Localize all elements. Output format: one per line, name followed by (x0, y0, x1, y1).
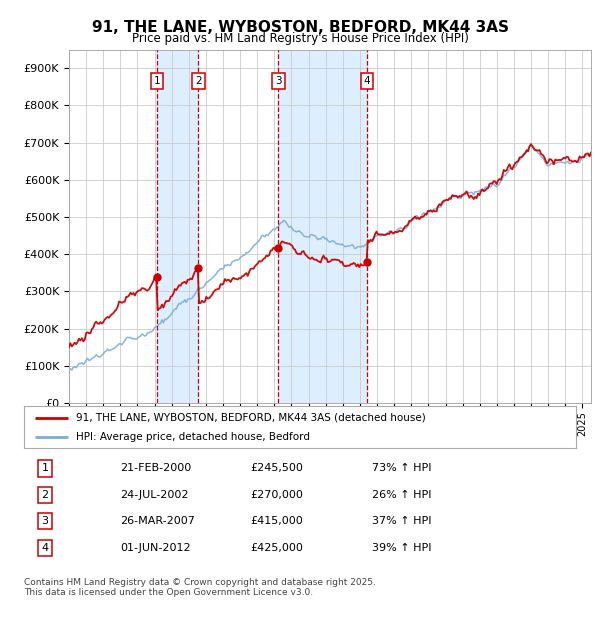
Text: 1: 1 (41, 463, 49, 474)
Text: £245,500: £245,500 (250, 463, 303, 474)
Text: 37% ↑ HPI: 37% ↑ HPI (372, 516, 431, 526)
Text: 2: 2 (41, 490, 49, 500)
Text: 01-JUN-2012: 01-JUN-2012 (121, 543, 191, 553)
Text: £270,000: £270,000 (250, 490, 303, 500)
Text: 1: 1 (154, 76, 160, 86)
Text: Contains HM Land Registry data © Crown copyright and database right 2025.
This d: Contains HM Land Registry data © Crown c… (24, 578, 376, 597)
Text: 3: 3 (275, 76, 281, 86)
Bar (278, 50, 367, 403)
Text: 24-JUL-2002: 24-JUL-2002 (121, 490, 189, 500)
Bar (157, 50, 199, 403)
Text: 73% ↑ HPI: 73% ↑ HPI (372, 463, 431, 474)
Text: 91, THE LANE, WYBOSTON, BEDFORD, MK44 3AS: 91, THE LANE, WYBOSTON, BEDFORD, MK44 3A… (91, 20, 509, 35)
Text: HPI: Average price, detached house, Bedford: HPI: Average price, detached house, Bedf… (76, 432, 310, 442)
Text: 91, THE LANE, WYBOSTON, BEDFORD, MK44 3AS (detached house): 91, THE LANE, WYBOSTON, BEDFORD, MK44 3A… (76, 413, 426, 423)
Text: 4: 4 (364, 76, 370, 86)
Text: 4: 4 (41, 543, 49, 553)
Text: Price paid vs. HM Land Registry's House Price Index (HPI): Price paid vs. HM Land Registry's House … (131, 32, 469, 45)
Text: 26-MAR-2007: 26-MAR-2007 (121, 516, 196, 526)
Text: 2: 2 (195, 76, 202, 86)
Text: £425,000: £425,000 (250, 543, 303, 553)
Text: 26% ↑ HPI: 26% ↑ HPI (372, 490, 431, 500)
Text: £415,000: £415,000 (250, 516, 303, 526)
Text: 21-FEB-2000: 21-FEB-2000 (121, 463, 192, 474)
Text: 3: 3 (41, 516, 49, 526)
Text: 39% ↑ HPI: 39% ↑ HPI (372, 543, 431, 553)
